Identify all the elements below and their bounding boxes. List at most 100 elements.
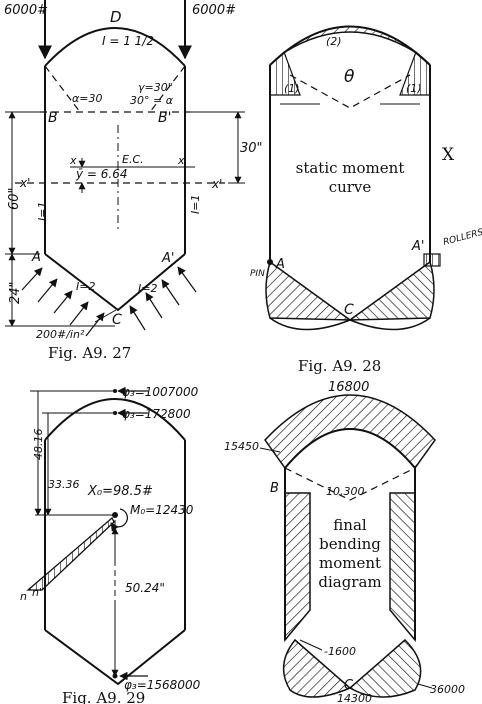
pressure-label: 200#/in² <box>36 328 85 341</box>
I-left-label: I=1 <box>36 202 49 221</box>
pin-dot <box>267 259 273 265</box>
dim-4816-label: 48.16 <box>32 429 45 461</box>
X-label-28: X <box>442 145 455 165</box>
rollers-symbol <box>423 253 441 267</box>
value-1600: -1600 <box>324 645 356 658</box>
x-right-label: x <box>177 154 185 167</box>
point-A-prime-label: A' <box>161 251 174 266</box>
v-bottom-29 <box>44 629 186 686</box>
bottom-right-moment-28 <box>347 260 435 321</box>
phi1-dot <box>113 389 117 393</box>
wedge-29 <box>26 516 115 591</box>
pressure-leader <box>94 309 117 323</box>
caption-fig27: Fig. A9. 27 <box>48 344 131 362</box>
value-15450: 15450 <box>224 440 259 453</box>
value-16800: 16800 <box>328 380 369 395</box>
pressure-arrows-27 <box>21 266 197 337</box>
arch-28 <box>269 25 431 66</box>
label1-left-28: (1) <box>284 82 300 95</box>
m0-label: M₀=12430 <box>130 503 194 517</box>
x-prime-right-label: x' <box>211 177 222 191</box>
pin-label: PIN <box>250 269 265 279</box>
I-bl-label: I=2 <box>76 280 95 293</box>
arch-29 <box>44 398 186 441</box>
n-label: n <box>20 590 27 603</box>
x-prime-left-label: x' <box>19 176 30 190</box>
I-top-label: I = 1 1/2 <box>102 34 154 48</box>
arch-final <box>284 428 416 469</box>
label2-28: (2) <box>326 35 342 48</box>
label1-right-28: (1) <box>406 82 422 95</box>
point-B-prime-label: B' <box>158 110 171 126</box>
phi2-dot <box>113 411 117 415</box>
fig-a9-29 <box>26 386 186 686</box>
left-wall-moment-final <box>284 492 311 643</box>
v-bottom-27 <box>44 253 186 312</box>
fig-a9-27 <box>5 0 245 337</box>
final-text-4: diagram <box>318 573 381 591</box>
theta-label-28: θ <box>344 67 355 87</box>
value-36000: 36000 <box>430 683 465 696</box>
point-D-label: D <box>110 8 122 26</box>
value-14300: 14300 <box>337 692 372 704</box>
phi2-label: φ₃=172800 <box>122 407 191 421</box>
bottom-curve-28 <box>269 317 431 331</box>
phi3-label: φ₃=1568000 <box>124 678 201 692</box>
right-wall-moment-final <box>389 492 416 643</box>
static-moment-text-2: curve <box>329 178 372 196</box>
load-left-label: 6000# <box>4 3 48 18</box>
caption-fig28: Fig. A9. 28 <box>298 357 381 375</box>
dim-60-label: 60" <box>7 187 22 210</box>
n-prime-label: n' <box>32 586 42 599</box>
thirty-alpha-label: 30° = α <box>130 94 174 107</box>
dash-right-final <box>414 439 436 469</box>
x-left-label: x <box>69 154 77 167</box>
dim-3336-label: 33.36 <box>48 478 80 491</box>
ec-label: E.C. <box>122 153 144 166</box>
load-right-label: 6000# <box>192 3 236 18</box>
point-A-prime-label-28: A' <box>411 239 424 254</box>
dim-5024-label: 50.24" <box>125 581 165 595</box>
leader-36000 <box>417 683 433 689</box>
gamma-label: γ=30" <box>138 81 173 94</box>
arch-27 <box>44 27 186 67</box>
dash-right-27 <box>149 65 186 113</box>
point-A-label-28: A <box>275 257 285 272</box>
dim-24-label: 24" <box>8 281 23 304</box>
dash-left-final <box>264 439 286 469</box>
point-C-label-final: C <box>344 678 354 693</box>
phi3-dot <box>112 673 118 679</box>
leader-1600 <box>299 639 323 651</box>
dash-theta-28 <box>289 74 411 109</box>
dim-30-label: 30" <box>240 141 263 156</box>
rollers-label: ROLLERS <box>442 228 482 248</box>
fig-a9-28 <box>265 25 441 331</box>
caption-fig29: Fig. A9. 29 <box>62 689 145 704</box>
dash-left-27 <box>44 65 81 113</box>
final-text-2: bending <box>319 535 381 553</box>
phi1-label: φ₃=1007000 <box>122 385 199 399</box>
fig-final-bending <box>259 394 436 698</box>
point-C-label-28: C <box>344 302 354 318</box>
point-C-label: C <box>112 312 122 328</box>
x0-label: X₀=98.5# <box>87 484 153 499</box>
point-B-label-final: B <box>270 481 279 496</box>
value-10300: 10,300 <box>326 485 365 498</box>
final-text-3: moment <box>319 554 381 572</box>
final-text-1: final <box>333 516 367 534</box>
bottom-right-moment-final <box>348 638 422 698</box>
point-B-label: B <box>48 110 58 126</box>
leader-15450 <box>259 447 281 453</box>
I-right-label: I=1 <box>189 195 202 214</box>
point-A-label: A <box>31 250 41 265</box>
static-moment-text-1: static moment <box>296 159 405 177</box>
alpha-label: α=30 <box>72 92 102 105</box>
ybar-label: ȳ = 6.64 <box>75 167 128 181</box>
bottom-left-moment-final <box>282 638 352 698</box>
moment-arc-29 <box>110 508 128 532</box>
dash-final <box>284 467 416 501</box>
arch-moment-final <box>264 394 436 470</box>
ec-dot-29 <box>112 512 118 518</box>
I-br-label: I=2 <box>138 282 157 295</box>
